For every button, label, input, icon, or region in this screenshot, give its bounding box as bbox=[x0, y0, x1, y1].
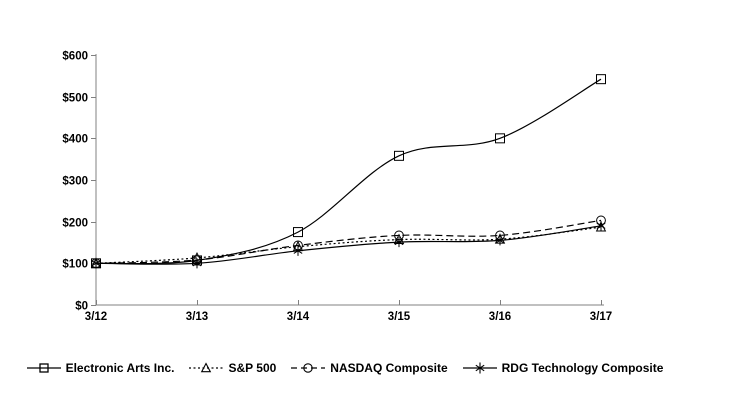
y-axis-label: $100 bbox=[62, 259, 88, 271]
asterisk-marker-icon bbox=[596, 222, 606, 229]
legend-item-electronic-arts: Electronic Arts Inc. bbox=[26, 361, 175, 375]
series-line-1 bbox=[95, 226, 602, 264]
asterisk-marker-icon bbox=[462, 362, 497, 374]
x-axis-label: 3/15 bbox=[388, 311, 411, 323]
legend-label-rdg: RDG Technology Composite bbox=[501, 361, 664, 375]
legend-label-nasdaq: NASDAQ Composite bbox=[330, 361, 448, 375]
asterisk-marker-icon bbox=[495, 237, 505, 244]
y-axis-label: $600 bbox=[62, 51, 88, 63]
legend-item-rdg: RDG Technology Composite bbox=[462, 361, 664, 375]
legend-label-electronic-arts: Electronic Arts Inc. bbox=[65, 361, 175, 375]
triangle-marker-icon bbox=[189, 362, 224, 373]
y-axis-label: $400 bbox=[62, 134, 88, 146]
square-marker-icon bbox=[596, 74, 606, 85]
legend-label-sp500: S&P 500 bbox=[228, 361, 277, 375]
square-marker-icon bbox=[495, 133, 505, 144]
y-axis-label: $0 bbox=[75, 301, 88, 313]
legend-item-nasdaq: NASDAQ Composite bbox=[291, 361, 448, 375]
series-line-2 bbox=[95, 219, 602, 264]
y-axis-label: $300 bbox=[62, 176, 88, 188]
asterisk-marker-icon bbox=[192, 260, 202, 267]
asterisk-marker-icon bbox=[91, 260, 101, 267]
asterisk-marker-icon bbox=[394, 239, 404, 246]
square-marker-icon bbox=[26, 363, 61, 373]
x-axis-label: 3/16 bbox=[489, 311, 511, 323]
square-marker-icon bbox=[394, 150, 404, 161]
legend-item-sp500: S&P 500 bbox=[189, 361, 276, 375]
x-axis-label: 3/12 bbox=[85, 311, 107, 323]
x-axis-label: 3/13 bbox=[186, 311, 208, 323]
circle-marker-icon bbox=[291, 363, 326, 373]
y-axis-label: $500 bbox=[62, 93, 88, 105]
asterisk-marker-icon bbox=[293, 247, 303, 254]
x-axis-label: 3/14 bbox=[287, 311, 310, 323]
y-axis-label: $200 bbox=[62, 218, 88, 230]
x-axis-label: 3/17 bbox=[590, 311, 612, 323]
series-line-3 bbox=[95, 225, 602, 265]
chart-legend: Electronic Arts Inc. S&P 500 NASDAQ Comp… bbox=[0, 361, 690, 375]
axis-lines bbox=[95, 54, 604, 306]
series-line-0 bbox=[95, 78, 602, 265]
square-marker-icon bbox=[293, 227, 303, 238]
